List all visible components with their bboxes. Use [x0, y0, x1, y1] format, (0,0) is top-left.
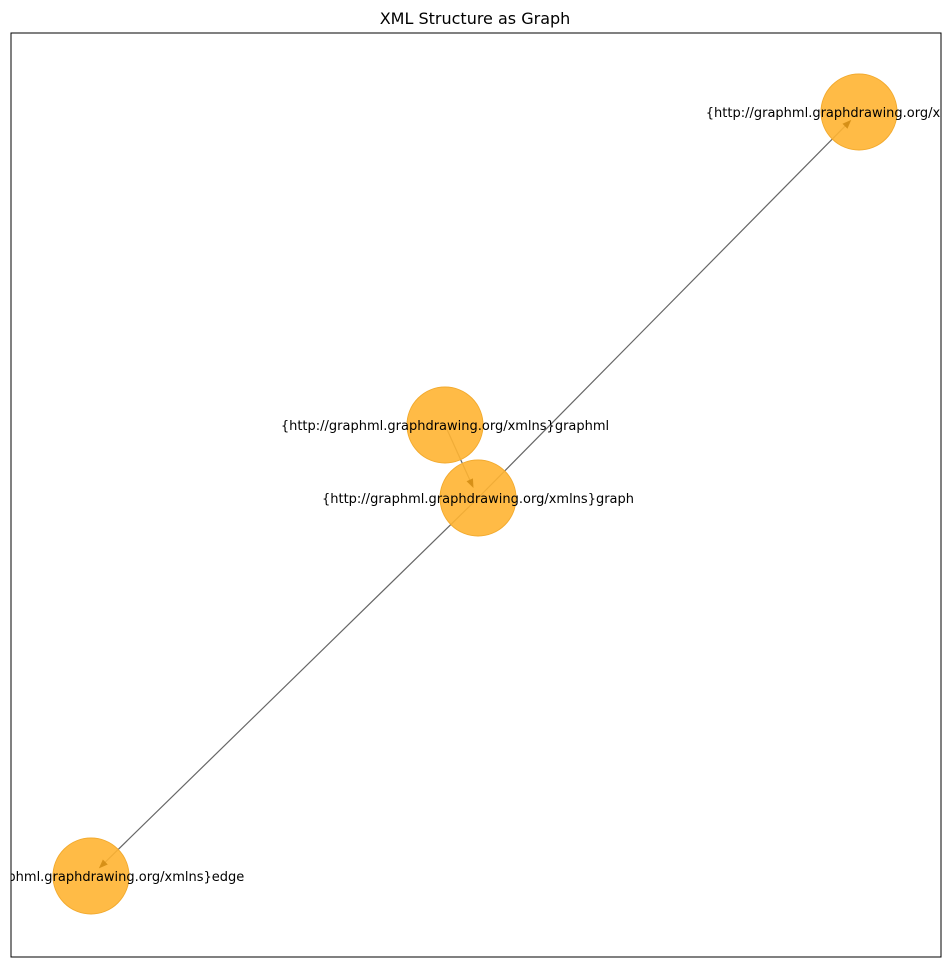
plot-frame: [10, 32, 942, 958]
arrowhead-graphml-graph: [466, 478, 474, 488]
node-label-graphml: {http://graphml.graphdrawing.org/xmlns}g…: [281, 419, 609, 434]
edge-graph-node: [477, 122, 849, 499]
node-label-edge: {http://graphml.graphdrawing.org/xmlns}e…: [0, 870, 244, 885]
node-node: [820, 73, 898, 151]
arrowhead-graph-edge: [98, 859, 108, 869]
arrows-layer: [98, 119, 852, 869]
node-graphml: [406, 386, 484, 464]
edge-graph-edge: [101, 497, 479, 866]
node-label-node: {http://graphml.graphdrawing.org/xmlns}n…: [706, 106, 950, 121]
chart-title: XML Structure as Graph: [380, 9, 571, 28]
nodes-layer: [52, 73, 898, 915]
node-graph: [439, 459, 517, 537]
node-label-graph: {http://graphml.graphdrawing.org/xmlns}g…: [322, 492, 634, 507]
node-edge: [52, 837, 130, 915]
labels-layer: {http://graphml.graphdrawing.org/xmlns}g…: [0, 106, 950, 885]
arrowhead-graph-node: [842, 119, 852, 129]
